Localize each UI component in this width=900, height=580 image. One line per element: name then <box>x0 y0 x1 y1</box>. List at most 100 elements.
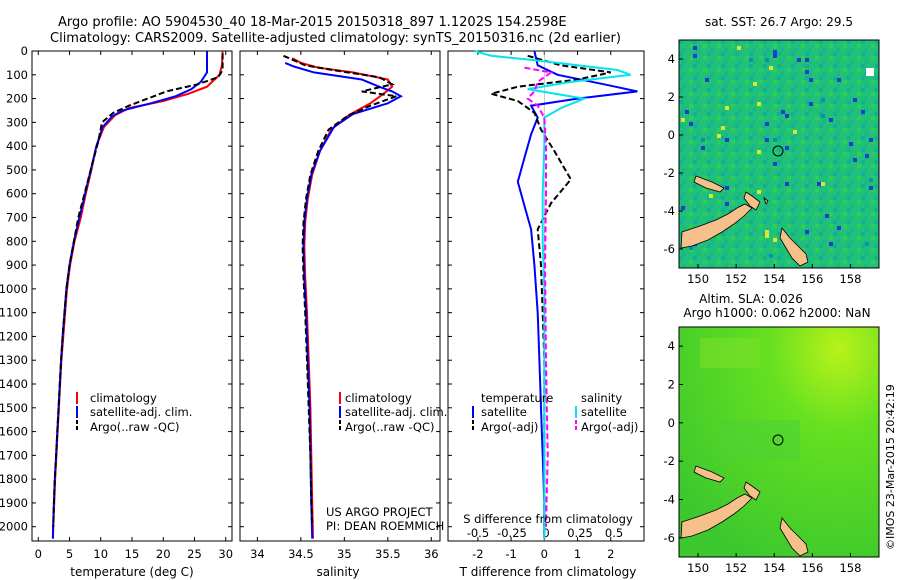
map-x-tick-label: 152 <box>725 561 747 575</box>
sst-speck <box>837 78 841 82</box>
sst-speck <box>805 230 809 234</box>
map-x-tick-label: 152 <box>725 272 747 286</box>
sst-speck <box>765 122 769 126</box>
header-line-1: Argo profile: AO 5904530_40 18-Mar-2015 … <box>58 15 567 30</box>
sst-speck <box>785 146 789 150</box>
map-x-tick-label: 154 <box>763 272 785 286</box>
map-x-tick-label: 150 <box>687 561 709 575</box>
legend-header-salinity: salinity <box>581 391 622 405</box>
map-y-tick-label: 0 <box>668 416 675 430</box>
map-x-tick-label: 154 <box>763 561 785 575</box>
sst-speck <box>837 226 841 230</box>
sst-land <box>680 175 809 267</box>
sst-speck <box>701 138 705 142</box>
y-tick-label: 900 <box>6 258 28 272</box>
sst-speck <box>693 54 697 58</box>
legend-label-temp-satellite: satellite <box>481 405 527 419</box>
top-x-tick-label: -0.5 <box>467 526 489 540</box>
series-line-climatology <box>291 57 394 539</box>
map-y-tick-label: 2 <box>668 378 675 392</box>
sst-speck <box>689 122 693 126</box>
x-tick-label: 5 <box>66 547 73 561</box>
legend-label-climatology: climatology <box>345 391 412 405</box>
sst-speck <box>825 214 829 218</box>
sst-map-title: sat. SST: 26.7 Argo: 29.5 <box>705 15 853 29</box>
y-tick-label: 200 <box>6 92 28 106</box>
sst-speck <box>865 242 869 246</box>
sst-speck <box>805 70 809 74</box>
sst-speck <box>705 78 709 82</box>
series-line-climatology <box>51 50 224 539</box>
sst-speck <box>821 98 825 102</box>
y-tick-label: 1500 <box>0 401 28 415</box>
top-x-tick-label: 0.25 <box>567 526 593 540</box>
y-tick-label: 1300 <box>0 353 28 367</box>
sst-speck <box>681 206 685 210</box>
sst-speck <box>765 230 769 234</box>
x-tick-label: 34.5 <box>288 547 314 561</box>
sst-speck <box>785 114 789 118</box>
map-y-tick-label: 2 <box>668 90 675 104</box>
sst-map-axes: 150 152 154 156 158 4 2 0 -2 -4 -6 <box>664 52 862 286</box>
sla-land <box>680 465 809 557</box>
temperature-legend: climatology satellite-adj. clim. Argo(..… <box>76 391 192 434</box>
x-tick-label: -2 <box>472 547 483 561</box>
y-tick-label: 100 <box>6 68 28 82</box>
header-line-2: Climatology: CARS2009. Satellite-adjuste… <box>50 31 621 46</box>
sst-speck <box>849 142 853 146</box>
sst-missing-pixel <box>866 68 874 76</box>
x-tick-label: 2 <box>607 547 614 561</box>
sst-speck <box>753 82 757 86</box>
legend-label-sal-argo: Argo(-adj) <box>581 420 638 434</box>
sla-axes-box <box>678 326 880 558</box>
sst-speck <box>869 138 873 142</box>
sst-speck <box>693 46 697 50</box>
imos-credit: ©IMOS 23-Mar-2015 20:42:19 <box>884 384 897 550</box>
x-tick-label: 20 <box>156 547 171 561</box>
map-x-tick-label: 156 <box>801 561 823 575</box>
sst-speck <box>829 118 833 122</box>
y-tick-label: 1200 <box>0 329 28 343</box>
sst-speck <box>773 238 777 242</box>
sst-speck <box>781 110 785 114</box>
project-annotation: US ARGO PROJECT <box>326 505 434 519</box>
sst-speck <box>757 102 761 106</box>
temperature-x-label: temperature (deg C) <box>70 565 193 579</box>
series-line-argo-adj-temperature <box>487 54 612 527</box>
difference-x-label: T difference from climatology <box>459 565 637 579</box>
x-tick-label: 0 <box>541 547 548 561</box>
y-tick-label: 500 <box>6 163 28 177</box>
sst-map: sat. SST: 26.7 Argo: 29.5 150 152 154 156 15… <box>664 15 880 286</box>
difference-top-x-label: S difference from climatology <box>463 512 633 526</box>
sst-speck <box>701 146 705 150</box>
x-tick-label: 0 <box>35 547 42 561</box>
sst-speck <box>725 138 729 142</box>
sst-speck <box>765 138 769 142</box>
sst-speck <box>725 106 729 110</box>
map-x-tick-label: 150 <box>687 272 709 286</box>
y-tick-label: 1800 <box>0 472 28 486</box>
sst-speck <box>865 154 869 158</box>
sla-map-subtitle: Argo h1000: 0.062 h2000: NaN <box>683 306 870 320</box>
y-tick-label: 600 <box>6 187 28 201</box>
sst-speck <box>757 190 761 194</box>
salinity-panel: 34 34.5 35 35.5 36 salinity climatology sate… <box>239 50 447 579</box>
sst-speck <box>853 158 857 162</box>
sst-speck <box>749 58 753 62</box>
temperature-x-axis: 0 5 10 15 20 25 30 <box>35 51 233 561</box>
x-tick-label: 30 <box>218 547 233 561</box>
sla-argo-marker <box>772 434 784 446</box>
sst-speck <box>737 46 741 50</box>
salinity-legend: climatology satellite-adj. clim. Argo(..… <box>339 391 447 434</box>
x-tick-label: 10 <box>93 547 108 561</box>
map-y-tick-label: -6 <box>664 531 675 545</box>
sla-map: Altim. SLA: 0.026 Argo h1000: 0.062 h200… <box>664 292 880 575</box>
x-tick-label: 35 <box>337 547 352 561</box>
sst-speck <box>769 66 773 70</box>
x-tick-label: 34 <box>250 547 265 561</box>
sst-speck <box>709 194 713 198</box>
map-y-tick-label: 4 <box>668 339 675 353</box>
difference-legend: temperature salinity satellite Argo(-adj… <box>472 391 638 434</box>
series-line-satellite-adj-clim <box>51 51 208 539</box>
x-tick-label: 15 <box>125 547 140 561</box>
